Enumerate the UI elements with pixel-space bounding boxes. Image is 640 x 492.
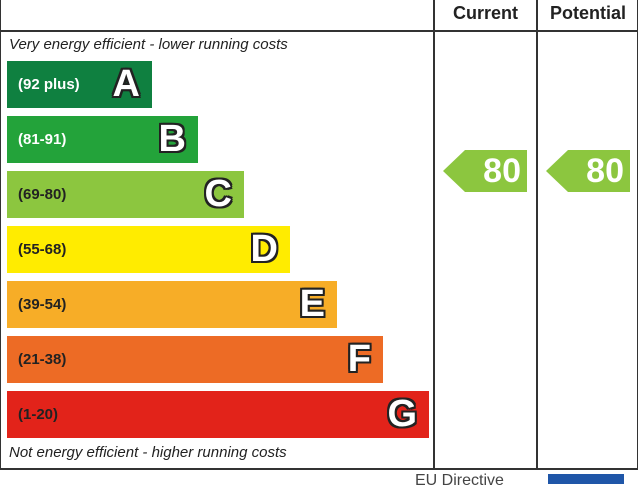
- band-g: (1-20) G: [7, 391, 429, 438]
- band-e: (39-54) E: [7, 281, 337, 328]
- band-b: (81-91) B: [7, 116, 198, 163]
- band-c: (69-80) C: [7, 171, 244, 218]
- potential-rating-value: 80: [586, 152, 624, 190]
- band-g-letter: G: [387, 393, 417, 435]
- eu-flag: [548, 474, 624, 484]
- band-a-range: (92 plus): [18, 76, 80, 93]
- footer-directive-text: EU Directive: [415, 472, 504, 489]
- band-f-range: (21-38): [18, 351, 67, 368]
- band-d-range: (55-68): [18, 241, 67, 258]
- potential-rating-arrow: 80: [546, 150, 630, 192]
- current-column-divider: [433, 0, 435, 470]
- band-d-letter: D: [250, 228, 278, 270]
- band-c-letter: C: [204, 173, 232, 215]
- band-c-range: (69-80): [18, 186, 67, 203]
- potential-column-header: Potential: [549, 3, 626, 23]
- potential-column-divider: [536, 0, 538, 470]
- potential-arrow-shape: [546, 150, 630, 192]
- current-rating-arrow: 80: [443, 150, 527, 192]
- current-arrow-shape: [443, 150, 527, 192]
- top-efficiency-note: Very energy efficient - lower running co…: [9, 36, 288, 53]
- band-g-range: (1-20): [18, 406, 59, 423]
- footer-divider: [0, 468, 638, 470]
- band-e-range: (39-54): [18, 296, 67, 313]
- band-a-letter: A: [112, 63, 140, 105]
- band-b-letter: B: [158, 118, 186, 160]
- current-rating-value: 80: [483, 152, 521, 190]
- band-f: (21-38) F: [7, 336, 383, 383]
- current-column-header: Current: [452, 3, 518, 23]
- band-f-letter: F: [347, 338, 371, 380]
- band-a: (92 plus) A: [7, 61, 152, 108]
- band-b-range: (81-91): [18, 131, 67, 148]
- header-divider: [0, 30, 638, 32]
- bottom-efficiency-note: Not energy efficient - higher running co…: [9, 444, 287, 461]
- band-e-letter: E: [299, 283, 325, 325]
- band-d: (55-68) D: [7, 226, 290, 273]
